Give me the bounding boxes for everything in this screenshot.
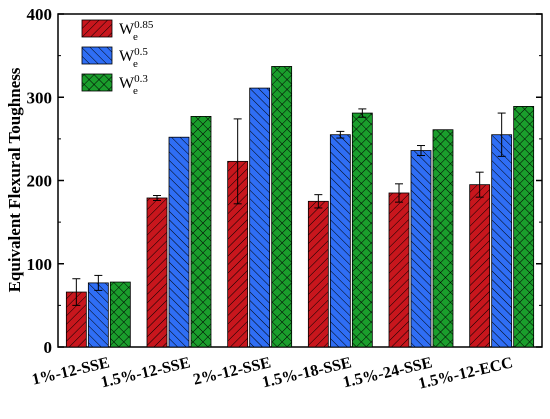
bar-series-group xyxy=(65,66,535,348)
bar-We0.85-1.5%-12-SSE xyxy=(146,197,168,348)
legend: W0.85 e W0.5 e W0.3 e xyxy=(81,19,154,97)
legend-label-We0.85: W0.85 e xyxy=(119,19,154,43)
legend-swatch-We0.85 xyxy=(81,19,113,38)
y-axis-label: Equivalent Flexural Toughness xyxy=(5,67,24,292)
bar-We0.85-1.5%-24-SSE xyxy=(388,192,410,348)
y-tick-label: 100 xyxy=(27,255,53,274)
bar-We0.5-2%-12-SSE xyxy=(249,87,271,348)
y-axis: 0 100 200 300 400 xyxy=(27,5,542,357)
bar-We0.3-1%-12-SSE xyxy=(109,281,131,348)
y-tick-label: 0 xyxy=(44,338,53,357)
error-bar-group xyxy=(72,108,506,306)
y-tick-label: 300 xyxy=(27,88,53,107)
bar-We0.85-1.5%-12-ECC xyxy=(469,184,491,348)
x-tick-label: 1.5%-12-ECC xyxy=(417,354,515,392)
x-tick-label: 1.5%-18-SSE xyxy=(261,354,354,391)
bar-We0.3-1.5%-12-ECC xyxy=(513,106,535,348)
legend-swatch-We0.5 xyxy=(81,46,113,65)
bar-We0.5-1.5%-12-ECC xyxy=(491,134,513,348)
x-tick-label: 1%-12-SSE xyxy=(30,354,111,388)
bar-We0.85-1.5%-18-SSE xyxy=(307,200,329,348)
bar-We0.5-1.5%-24-SSE xyxy=(410,150,432,348)
bar-We0.5-1%-12-SSE xyxy=(87,282,109,348)
bar-We0.3-1.5%-12-SSE xyxy=(190,115,212,348)
bar-We0.3-2%-12-SSE xyxy=(271,66,293,348)
x-tick-label: 2%-12-SSE xyxy=(192,354,273,388)
legend-swatch-We0.3 xyxy=(81,73,113,92)
legend-label-We0.5: W0.5 e xyxy=(119,46,148,70)
bar-We0.3-1.5%-24-SSE xyxy=(432,129,454,348)
y-tick-label: 200 xyxy=(27,172,53,191)
bar-We0.3-1.5%-18-SSE xyxy=(351,112,373,348)
bar-We0.5-1.5%-18-SSE xyxy=(329,134,351,348)
y-tick-label: 400 xyxy=(27,5,53,24)
legend-label-We0.3: W0.3 e xyxy=(119,73,148,97)
x-tick-label: 1.5%-12-SSE xyxy=(99,354,192,391)
bar-We0.5-1.5%-12-SSE xyxy=(168,136,190,348)
